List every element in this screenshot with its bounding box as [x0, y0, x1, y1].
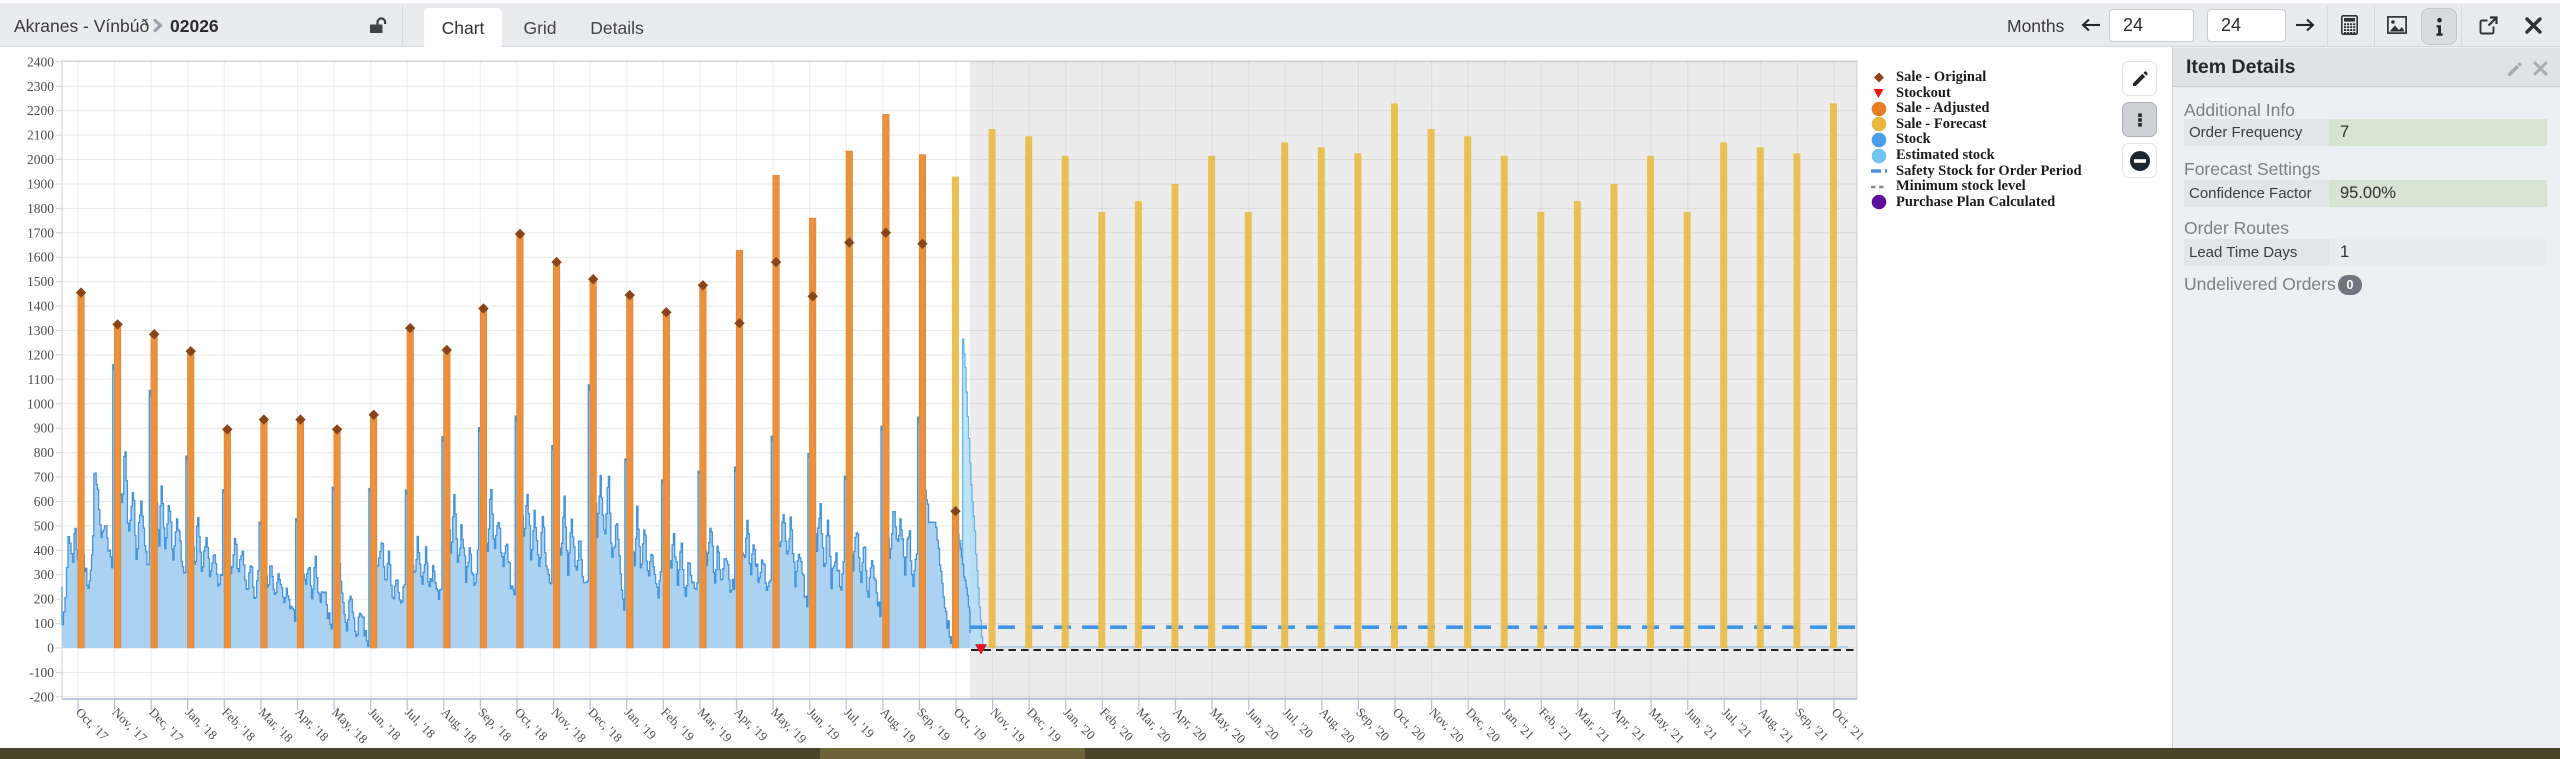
svg-text:400: 400 — [34, 543, 55, 558]
svg-text:1000: 1000 — [27, 396, 54, 411]
svg-text:1400: 1400 — [27, 299, 54, 314]
svg-text:0: 0 — [47, 641, 54, 656]
svg-text:1500: 1500 — [27, 274, 54, 289]
svg-text:1900: 1900 — [27, 177, 54, 192]
svg-text:300: 300 — [34, 567, 55, 582]
svg-text:2300: 2300 — [27, 79, 54, 94]
svg-text:-100: -100 — [29, 665, 54, 680]
svg-text:100: 100 — [34, 616, 55, 631]
svg-text:2100: 2100 — [27, 128, 54, 143]
svg-text:200: 200 — [34, 592, 55, 607]
svg-text:700: 700 — [34, 470, 55, 485]
svg-text:1800: 1800 — [27, 201, 54, 216]
svg-text:900: 900 — [34, 421, 55, 436]
svg-text:1100: 1100 — [28, 372, 55, 387]
svg-text:800: 800 — [34, 445, 55, 460]
svg-text:2200: 2200 — [27, 103, 54, 118]
svg-text:500: 500 — [34, 518, 55, 533]
svg-text:1300: 1300 — [27, 323, 54, 338]
svg-text:2000: 2000 — [27, 152, 54, 167]
svg-text:1200: 1200 — [27, 347, 54, 362]
svg-text:600: 600 — [34, 494, 55, 509]
svg-text:-200: -200 — [29, 689, 54, 704]
svg-text:1700: 1700 — [27, 225, 54, 240]
svg-text:2400: 2400 — [27, 54, 54, 69]
svg-text:1600: 1600 — [27, 250, 54, 265]
